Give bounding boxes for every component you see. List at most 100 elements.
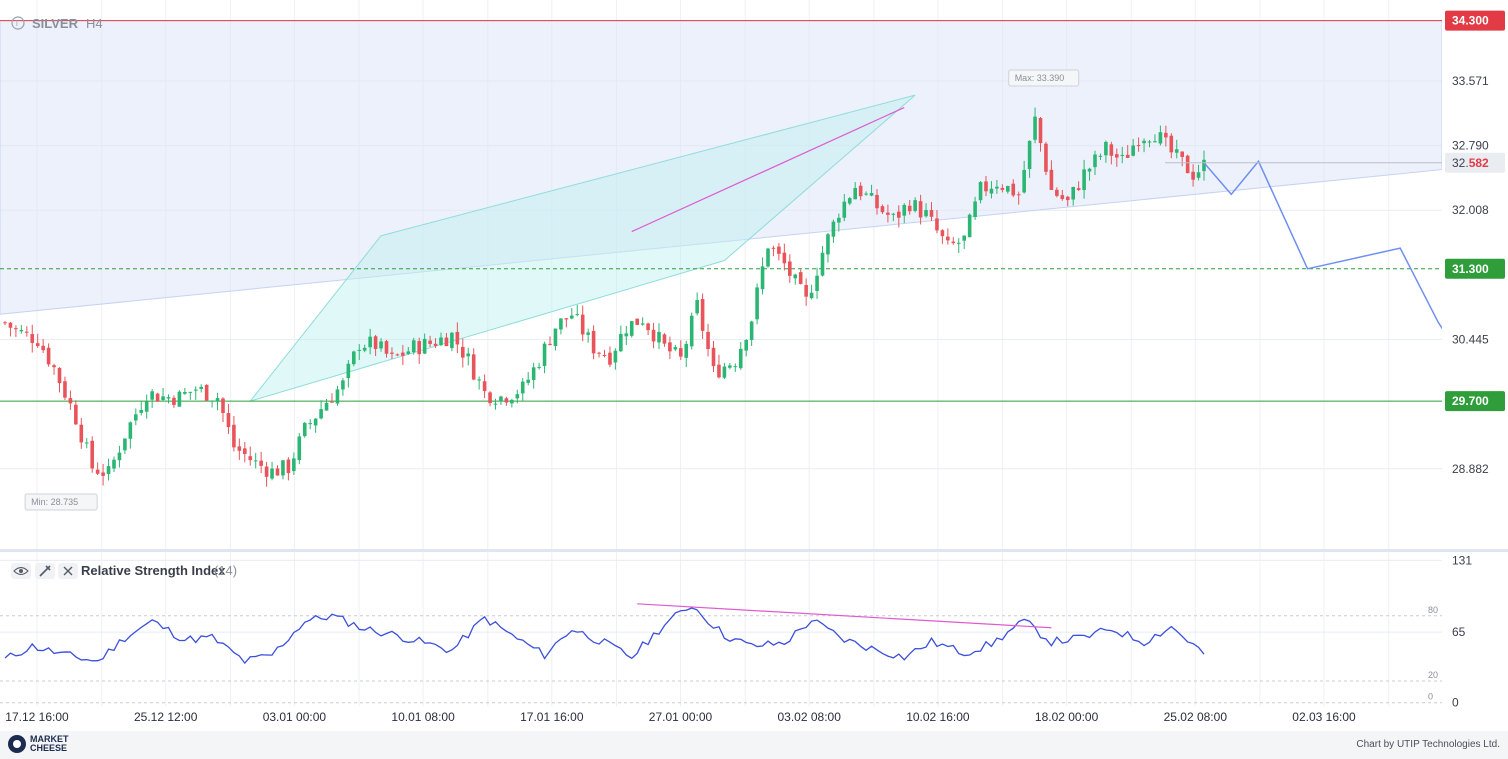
candle-body (1180, 151, 1184, 157)
candle-body (1093, 154, 1097, 168)
candle-body (515, 394, 520, 399)
candle-body (270, 468, 274, 479)
timeframe-label: H4 (86, 16, 103, 31)
price-tick-label: 32.008 (1452, 203, 1489, 217)
candle-body (722, 366, 727, 378)
candle-body (689, 315, 694, 347)
eye-icon[interactable] (11, 563, 31, 579)
rsi-tick-label: 0 (1428, 692, 1433, 702)
time-tick-label: 10.02 16:00 (906, 710, 970, 724)
time-tick-label: 25.02 08:00 (1164, 710, 1228, 724)
candle-body (733, 366, 738, 368)
candle-body (788, 261, 792, 276)
rsi-axis: 0 65 131 (1452, 553, 1472, 709)
rsi-divergence-line (637, 603, 1052, 629)
candle-body (646, 323, 650, 331)
candle-body (19, 330, 24, 332)
candle-body (668, 342, 672, 352)
candle-body (831, 221, 836, 237)
min-label: Min: 28.735 (31, 497, 78, 507)
candle-body (978, 182, 983, 201)
candle-body (193, 389, 198, 391)
candle-body (1006, 185, 1010, 192)
candle-body (798, 272, 803, 284)
rising-channel (248, 94, 916, 403)
candle-body (1038, 118, 1043, 143)
candle-body (1049, 169, 1054, 190)
candle-body (25, 331, 29, 333)
candle-body (897, 211, 901, 218)
chart-header: i SILVER H4 (11, 16, 103, 31)
candle-body (57, 367, 62, 384)
candle-body (335, 389, 340, 404)
candle-body (292, 458, 296, 472)
time-tick-label: 10.01 08:00 (391, 710, 455, 724)
candle-body (744, 340, 748, 351)
candle-body (886, 212, 890, 215)
candle-body (395, 354, 400, 356)
candle-body (629, 321, 634, 336)
candle-body (308, 423, 312, 425)
level-badge: 34.300 (1445, 10, 1505, 31)
candle-body (248, 456, 253, 461)
candle-body (74, 404, 78, 425)
candle-body (804, 284, 808, 297)
price-tick-label: 28.882 (1452, 462, 1489, 476)
candle-body (368, 336, 372, 348)
candle-body (330, 401, 334, 403)
candle-body (155, 393, 160, 402)
candle-body (537, 366, 541, 368)
info-icon-glyph: i (16, 19, 18, 28)
candle-body (760, 266, 765, 290)
candle-body (1115, 154, 1119, 158)
candle-body (1191, 171, 1195, 180)
candle-body (144, 401, 149, 412)
logo-line-1: MARKET (30, 734, 69, 744)
candle-body (815, 275, 819, 291)
candle-body (1120, 154, 1125, 156)
candle-body (384, 341, 389, 354)
candle-body (946, 236, 950, 241)
candle-body (35, 343, 40, 346)
candle-body (837, 217, 841, 223)
candle-body (466, 353, 471, 357)
candle-body (1174, 149, 1179, 153)
rsi-header: Relative Strength Index (14) (11, 563, 237, 579)
candle-body (117, 452, 122, 461)
candle-body (30, 334, 35, 343)
candle-body (570, 315, 574, 319)
close-icon[interactable] (58, 563, 78, 579)
candle-body (728, 365, 732, 368)
panel-separator (0, 549, 1508, 552)
logo-text: MARKET CHEESE (30, 735, 82, 753)
candle-body (1076, 188, 1081, 190)
logo-icon (8, 735, 26, 753)
candle-body (951, 241, 956, 244)
candle-body (602, 354, 607, 356)
candle-body (782, 252, 787, 264)
rsi-tick-label: 80 (1428, 605, 1438, 615)
candle-body (575, 314, 580, 316)
candle-body (1136, 145, 1141, 147)
candle-body (488, 392, 492, 404)
candle-body (362, 347, 367, 351)
candle-body (711, 347, 716, 367)
candle-body (613, 350, 618, 363)
time-tick-label: 18.02 00:00 (1035, 710, 1099, 724)
candle-body (243, 448, 247, 455)
candle-body (128, 422, 133, 439)
time-tick-label: 17.12 16:00 (5, 710, 69, 724)
candle-body (226, 413, 231, 428)
candle-body (172, 397, 176, 405)
candle-body (891, 213, 896, 215)
candle-body (346, 363, 351, 379)
candle-body (738, 348, 743, 369)
candle-body (139, 410, 144, 413)
rsi-tick-label: 0 (1452, 696, 1459, 710)
settings-wrench-icon[interactable] (35, 563, 55, 579)
candle-body (134, 414, 138, 421)
candle-body (679, 348, 683, 357)
forecast-path (1203, 159, 1508, 390)
info-icon[interactable] (11, 16, 25, 30)
candle-body (591, 330, 596, 354)
